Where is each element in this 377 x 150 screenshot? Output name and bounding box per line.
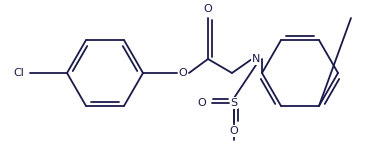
Text: O: O (179, 68, 187, 78)
Text: S: S (230, 98, 238, 108)
Text: Cl: Cl (13, 68, 24, 78)
Text: O: O (230, 126, 238, 136)
Text: O: O (197, 98, 206, 108)
Text: N: N (252, 54, 260, 64)
Text: O: O (204, 4, 212, 14)
